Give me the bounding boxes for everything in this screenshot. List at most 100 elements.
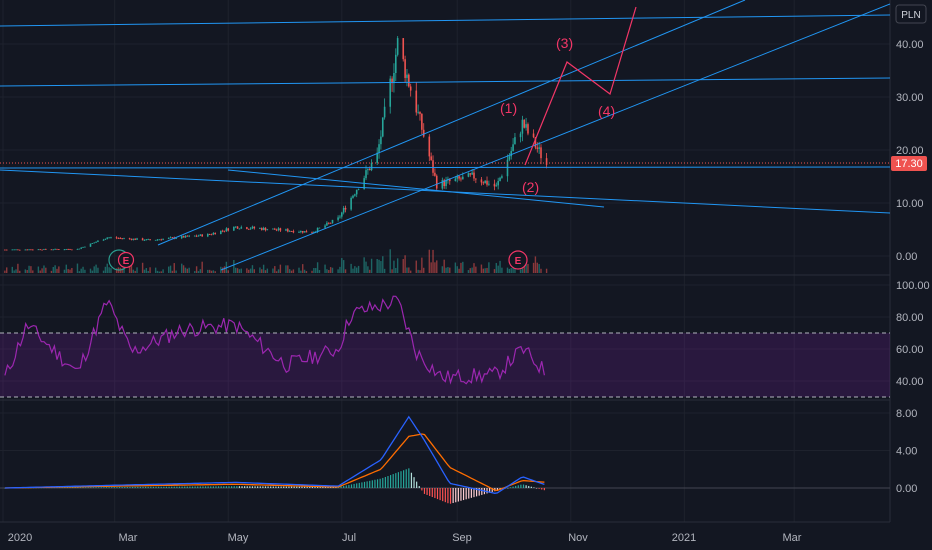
volume-bar (80, 268, 82, 273)
volume-bar (484, 268, 486, 273)
macd-histogram-bar (69, 487, 71, 488)
macd-histogram-bar (353, 483, 355, 488)
macd-histogram-bar (470, 488, 472, 498)
candle-body (121, 238, 123, 239)
candle-body (162, 238, 164, 240)
candle-body (208, 233, 211, 235)
candle-body (123, 238, 125, 239)
macd-tick-label: 8.00 (896, 408, 917, 420)
candle-body (275, 229, 278, 231)
earnings-marker-1[interactable]: E (108, 249, 135, 271)
candle-body (89, 243, 92, 247)
candle-body (147, 239, 150, 241)
macd-histogram-bar (421, 488, 423, 491)
trendline-falling-short[interactable] (227, 169, 605, 208)
channel-upper[interactable] (157, 0, 746, 246)
volume-bar (181, 263, 183, 273)
candle-body (443, 180, 445, 187)
earnings-marker-2[interactable]: E (508, 250, 528, 270)
volume-bar (538, 264, 540, 273)
wave-label-1: (1) (500, 100, 517, 116)
trendline-support-horizontal[interactable] (0, 166, 891, 169)
macd-histogram-bar (515, 485, 517, 488)
macd-histogram-bar (475, 488, 478, 497)
volume-bar (41, 268, 43, 273)
volume-bar (26, 270, 28, 273)
candle-body (238, 228, 241, 230)
volume-bar (76, 263, 79, 273)
macd-histogram-bar (105, 487, 108, 488)
candle-body (97, 240, 99, 242)
candle-body (106, 237, 109, 239)
candle-body (316, 227, 319, 232)
candle-body (37, 249, 40, 251)
candle-body (214, 232, 217, 235)
currency-badge[interactable]: PLN (895, 4, 927, 24)
candle-body (357, 189, 360, 191)
volume-bar (158, 271, 161, 273)
candle-body (39, 249, 42, 251)
elliott-wave-projection[interactable] (524, 6, 637, 166)
candle-body (277, 228, 280, 230)
candle-body (167, 237, 170, 239)
candle-body (273, 228, 276, 230)
macd-histogram-bar (413, 477, 415, 488)
rsi-tick-label: 60.00 (896, 344, 924, 356)
candle-body (301, 230, 304, 233)
macd-histogram-bar (186, 486, 188, 488)
candle-body (396, 38, 399, 55)
volume-bar (214, 271, 216, 273)
volume-bar (235, 267, 237, 273)
candle-body (212, 232, 215, 235)
volume-bar (428, 249, 431, 273)
candle-body (512, 144, 514, 152)
volume-bar (357, 265, 360, 273)
candle-body (469, 173, 472, 175)
macd-histogram-bar (129, 486, 131, 488)
candle-body (538, 147, 540, 149)
wave-label-4: (4) (598, 103, 615, 119)
macd-histogram-bar (95, 487, 97, 488)
candle-body (272, 228, 274, 230)
candle-body (221, 230, 224, 232)
macd-histogram-bar (293, 486, 295, 488)
candle-body (488, 183, 490, 185)
volume-bar (352, 268, 354, 273)
candle-body (519, 133, 522, 138)
candle-body (18, 249, 21, 251)
volume-bar (97, 267, 99, 273)
price-tick-label: 30.00 (896, 92, 924, 104)
macd-histogram-bar (533, 487, 535, 488)
macd-histogram-bar (343, 485, 345, 488)
macd-histogram-bar (405, 469, 407, 488)
volume-bar (13, 270, 15, 273)
volume-bar (421, 257, 423, 273)
volume-bar (264, 270, 267, 273)
candle-body (225, 228, 228, 232)
volume-bar (287, 265, 289, 273)
trendline-top[interactable] (0, 14, 891, 27)
trendline-resistance[interactable] (0, 77, 891, 87)
volume-bar (188, 267, 190, 273)
macd-histogram-bar (306, 486, 308, 488)
macd-histogram-bar (160, 486, 162, 488)
candle-body (448, 178, 451, 182)
candle-body (480, 179, 483, 183)
volume-bar (285, 265, 287, 273)
macd-histogram-bar (131, 486, 134, 488)
volume-bar (367, 266, 369, 273)
macd-histogram-bar (168, 486, 170, 488)
volume-bar (249, 268, 252, 273)
macd-histogram-bar (363, 481, 366, 488)
macd-histogram-bar (126, 486, 128, 488)
candle-body (376, 152, 378, 163)
macd-histogram-bar (538, 488, 540, 489)
candle-body (381, 117, 384, 137)
channel-lower[interactable] (220, 3, 891, 271)
volume-bar (102, 270, 105, 273)
candle-body (95, 241, 97, 243)
candle-body (501, 176, 503, 178)
macd-histogram-bar (207, 486, 209, 488)
macd-histogram-bar (223, 486, 225, 488)
